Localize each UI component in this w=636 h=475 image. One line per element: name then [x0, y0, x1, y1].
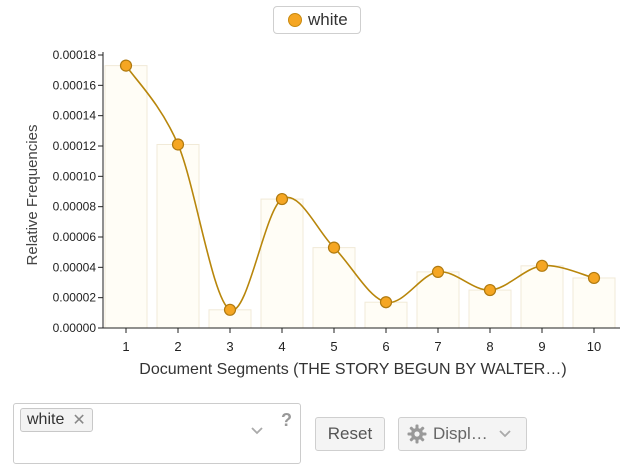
term-chip-label: white — [27, 411, 65, 428]
y-tick-label: 0.00014 — [53, 109, 97, 123]
remove-term-icon[interactable]: ✕ — [72, 412, 86, 429]
background-bar — [104, 65, 148, 329]
line-chart: 0.00000 0.00002 0.00004 0.00006 0.00008 0.000… — [24, 48, 620, 378]
legend-label: white — [308, 10, 348, 29]
display-button-label: Displ… — [433, 424, 488, 443]
data-point[interactable] — [327, 241, 341, 254]
y-tick-label: 0.00018 — [53, 48, 97, 62]
gear-icon — [407, 424, 427, 444]
y-tick-label: 0.00006 — [53, 230, 97, 244]
x-axis: 1 2 3 4 5 6 7 8 9 10 — [103, 327, 620, 354]
term-select[interactable]: white ✕ ? — [13, 403, 301, 464]
data-point[interactable] — [379, 296, 393, 309]
background-bar — [572, 277, 616, 329]
y-tick-label: 0.00008 — [53, 200, 97, 214]
x-tick-label: 5 — [330, 339, 337, 354]
background-bar — [260, 198, 304, 329]
data-point[interactable] — [587, 271, 601, 285]
background-bars — [104, 65, 616, 329]
y-tick-label: 0.00012 — [53, 139, 97, 153]
y-tick-label: 0.00016 — [53, 78, 97, 92]
y-tick-label: 0.00002 — [53, 291, 97, 305]
x-axis-label: Document Segments (THE STORY BEGUN BY WA… — [139, 361, 566, 378]
chevron-down-icon[interactable] — [250, 426, 264, 436]
reset-button-label: Reset — [327, 424, 373, 443]
x-tick-label: 6 — [382, 339, 389, 354]
data-point[interactable] — [483, 283, 497, 297]
x-tick-label: 7 — [434, 339, 441, 354]
x-tick-label: 9 — [538, 339, 545, 354]
data-point[interactable] — [535, 259, 549, 272]
background-bar — [156, 143, 200, 329]
help-icon[interactable]: ? — [281, 410, 292, 430]
display-button[interactable]: Displ… — [398, 417, 527, 451]
term-chip: white ✕ — [20, 408, 93, 432]
legend-marker — [288, 13, 302, 27]
y-axis: 0.00000 0.00002 0.00004 0.00006 0.00008 0.000… — [53, 48, 104, 335]
data-point[interactable] — [119, 59, 133, 72]
data-point[interactable] — [275, 192, 289, 206]
x-tick-label: 8 — [486, 339, 493, 354]
x-tick-label: 1 — [122, 339, 129, 354]
data-point[interactable] — [223, 303, 237, 316]
x-tick-label: 10 — [587, 339, 601, 354]
y-tick-label: 0.00000 — [53, 321, 97, 335]
chevron-down-icon — [499, 430, 511, 438]
y-tick-label: 0.00004 — [53, 260, 97, 274]
x-tick-label: 3 — [226, 339, 233, 354]
data-point[interactable] — [431, 265, 445, 278]
background-bar — [312, 247, 356, 329]
reset-button[interactable]: Reset — [315, 417, 385, 451]
data-point[interactable] — [171, 138, 185, 151]
series-points — [119, 59, 601, 316]
background-bar — [520, 265, 564, 329]
y-axis-label: Relative Frequencies — [24, 125, 41, 266]
x-tick-label: 2 — [174, 339, 181, 354]
legend[interactable]: white — [273, 6, 361, 34]
y-tick-label: 0.00010 — [53, 169, 97, 183]
x-tick-label: 4 — [278, 339, 285, 354]
